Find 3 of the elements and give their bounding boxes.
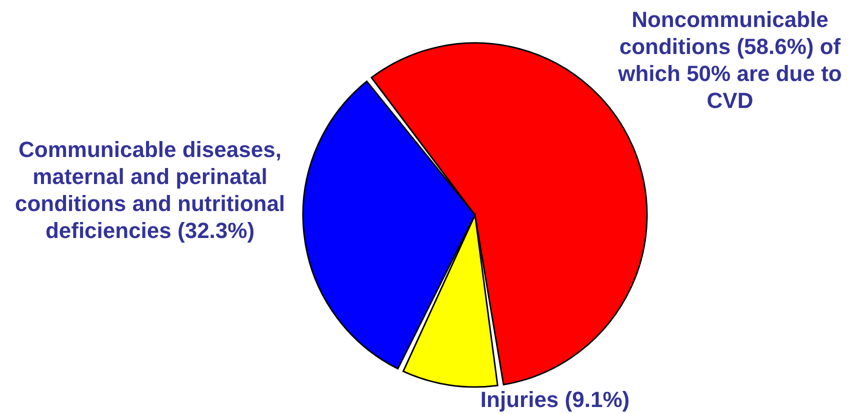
slice-label: Injuries (9.1%)	[479, 386, 631, 413]
slice-label: Communicable diseases, maternal and perinatal conditions and nutritional deficiencies (32.3%)	[14, 136, 286, 244]
slice-label: Noncommunicable conditions (58.6%) of which 50% are due to CVD	[617, 6, 843, 114]
